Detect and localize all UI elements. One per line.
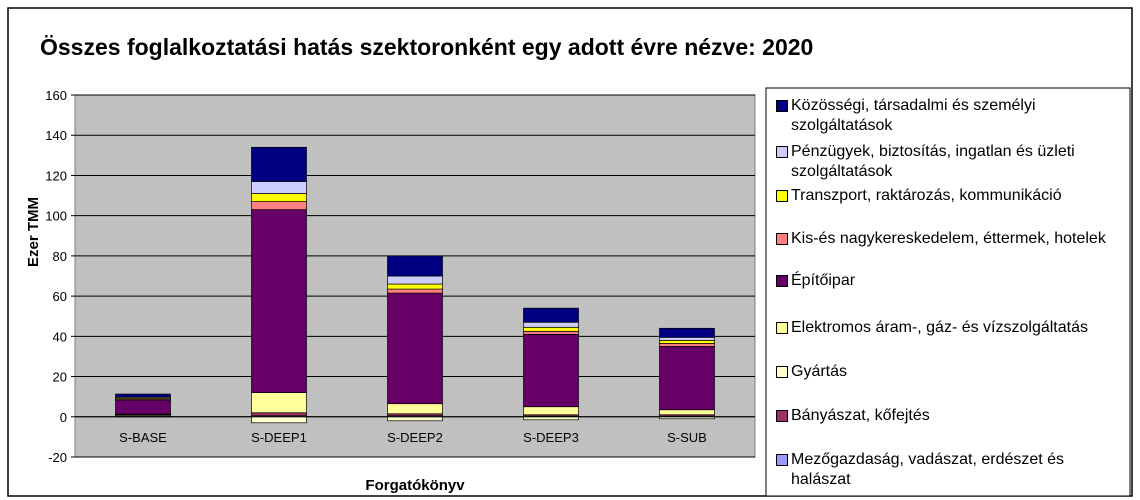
bar-segment bbox=[523, 333, 579, 408]
y-tick-label: 120 bbox=[45, 168, 67, 183]
legend-swatch bbox=[776, 322, 788, 334]
legend-item: Építőipar bbox=[776, 271, 1121, 291]
bar-segment bbox=[387, 255, 443, 277]
bar-segment bbox=[251, 412, 307, 417]
legend-item: Kis-és nagykereskedelem, éttermek, hotel… bbox=[776, 229, 1121, 249]
bar-segment bbox=[251, 392, 307, 414]
y-tick-label: 100 bbox=[45, 209, 67, 224]
y-axis-label: Ezer TMM bbox=[25, 197, 42, 267]
y-tick-label: 40 bbox=[53, 329, 67, 344]
y-tick-label: 60 bbox=[53, 289, 67, 304]
y-tick-label: 0 bbox=[60, 410, 67, 425]
legend-label: Kis-és nagykereskedelem, éttermek, hotel… bbox=[791, 230, 1106, 247]
bar-segment bbox=[659, 343, 715, 347]
y-tick-label: 20 bbox=[53, 370, 67, 385]
legend-item: Mezőgazdaság, vadászat, erdészet és halá… bbox=[776, 450, 1121, 490]
legend-label: Építőipar bbox=[791, 272, 856, 289]
bar-segment bbox=[387, 403, 443, 415]
bar-segment bbox=[387, 283, 443, 290]
bar-segment bbox=[251, 193, 307, 202]
legend-swatch bbox=[776, 366, 788, 378]
bar-segment bbox=[659, 336, 715, 341]
legend-box bbox=[765, 87, 1131, 497]
legend-item: Pénzügyek, biztosítás, ingatlan és üzlet… bbox=[776, 142, 1121, 182]
x-tick-label: S-DEEP2 bbox=[387, 430, 443, 445]
legend-swatch bbox=[776, 146, 788, 158]
legend-swatch bbox=[776, 410, 788, 422]
bar-segment bbox=[523, 307, 579, 323]
bar-segment bbox=[251, 416, 307, 424]
bar-segment bbox=[523, 326, 579, 332]
x-axis-label: Forgatókönyv bbox=[365, 477, 465, 494]
bar-segment bbox=[523, 406, 579, 416]
bar-segment bbox=[115, 393, 171, 398]
bar-segment bbox=[659, 409, 715, 416]
bar-segment bbox=[387, 288, 443, 294]
y-tick-label: -20 bbox=[48, 450, 67, 465]
x-tick-label: S-DEEP1 bbox=[251, 430, 307, 445]
legend-label: Gyártás bbox=[791, 363, 848, 380]
legend-label: Transzport, raktározás, kommunikáció bbox=[791, 187, 1062, 204]
chart-title: Összes foglalkoztatási hatás szektoronké… bbox=[40, 34, 813, 60]
legend-label: Elektromos áram-, gáz- és vízszolgáltatá… bbox=[791, 319, 1088, 336]
legend-swatch bbox=[776, 275, 788, 287]
x-tick-label: S-SUB bbox=[667, 430, 707, 445]
legend-item: Bányászat, kőfejtés bbox=[776, 406, 1121, 426]
legend-item: Transzport, raktározás, kommunikáció bbox=[776, 186, 1121, 206]
bar-segment bbox=[387, 275, 443, 285]
x-tick-label: S-DEEP3 bbox=[523, 430, 579, 445]
bar-segment bbox=[251, 209, 307, 393]
bar-segment bbox=[251, 181, 307, 194]
bar-segment bbox=[523, 330, 579, 335]
bar-segment bbox=[523, 321, 579, 328]
bar-segment bbox=[387, 292, 443, 405]
legend-swatch bbox=[776, 100, 788, 112]
x-tick-label: S-BASE bbox=[119, 430, 167, 445]
bar-segment bbox=[251, 146, 307, 182]
legend-label: Bányászat, kőfejtés bbox=[791, 407, 930, 424]
y-tick-label: 160 bbox=[45, 88, 67, 103]
legend-item: Közösségi, társadalmi és személyi szolgá… bbox=[776, 96, 1121, 136]
legend-swatch bbox=[776, 233, 788, 245]
legend-item: Elektromos áram-, gáz- és vízszolgáltatá… bbox=[776, 318, 1121, 338]
legend-swatch bbox=[776, 190, 788, 202]
y-tick-label: 140 bbox=[45, 128, 67, 143]
legend-swatch bbox=[776, 454, 788, 466]
bar-segment bbox=[251, 201, 307, 210]
bar-segment bbox=[659, 327, 715, 338]
legend-label: Közösségi, társadalmi és személyi szolgá… bbox=[791, 97, 1036, 134]
legend-label: Pénzügyek, biztosítás, ingatlan és üzlet… bbox=[791, 143, 1075, 180]
bar-segment bbox=[659, 346, 715, 411]
y-tick-label: 80 bbox=[53, 249, 67, 264]
legend-item: Gyártás bbox=[776, 362, 1121, 382]
bar-segment bbox=[659, 340, 715, 344]
bar-segment bbox=[387, 416, 443, 422]
bar-segment bbox=[115, 399, 171, 415]
legend-label: Mezőgazdaság, vadászat, erdészet és halá… bbox=[791, 451, 1065, 488]
